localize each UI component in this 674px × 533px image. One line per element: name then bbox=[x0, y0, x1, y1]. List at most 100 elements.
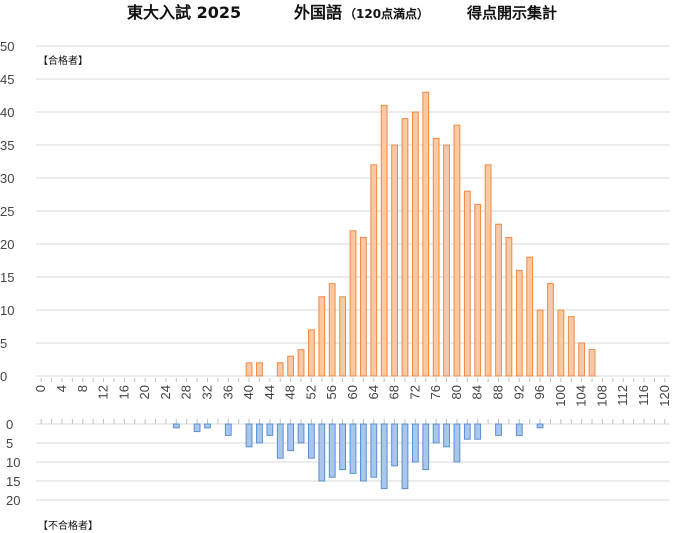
bar-fail-32 bbox=[204, 423, 211, 429]
x-tick-label: 112 bbox=[615, 385, 630, 406]
bar-fail-46 bbox=[276, 423, 284, 459]
fail-plot: 0 5 10 15 20 bbox=[6, 417, 670, 508]
x-tick-label: 48 bbox=[283, 385, 298, 399]
x-tick-label: 104 bbox=[574, 385, 589, 407]
bar-pass-40 bbox=[245, 362, 253, 377]
x-tick-label: 108 bbox=[594, 385, 609, 407]
y-tick-label-pass: 20 bbox=[0, 237, 14, 252]
bar-pass-84 bbox=[474, 203, 482, 377]
y-tick-label-pass: 45 bbox=[0, 72, 14, 87]
y-tick-label-pass: 35 bbox=[0, 138, 14, 153]
bar-pass-100 bbox=[557, 309, 565, 377]
bar-pass-72 bbox=[411, 111, 419, 377]
bar-pass-76 bbox=[432, 137, 440, 377]
bar-pass-60 bbox=[349, 230, 357, 377]
x-tick-label: 4 bbox=[54, 385, 69, 392]
bar-pass-88 bbox=[495, 223, 502, 377]
bar-pass-74 bbox=[422, 91, 430, 377]
y-tick-label-pass: 5 bbox=[0, 336, 7, 351]
x-tick-label: 8 bbox=[75, 385, 90, 392]
x-tick-label: 116 bbox=[636, 385, 651, 406]
bar-pass-48 bbox=[287, 355, 295, 377]
bar-pass-70 bbox=[401, 118, 409, 377]
x-tick-label: 92 bbox=[511, 385, 526, 399]
bar-fail-36 bbox=[224, 423, 232, 436]
bar-fail-56 bbox=[328, 423, 336, 478]
x-tick-label: 16 bbox=[116, 385, 131, 399]
bar-pass-62 bbox=[359, 236, 367, 377]
bar-pass-46 bbox=[276, 362, 284, 377]
bar-fail-66 bbox=[380, 423, 388, 490]
x-tick-label: 24 bbox=[158, 385, 173, 399]
bar-fail-74 bbox=[422, 423, 430, 471]
x-tick-label: 84 bbox=[470, 385, 485, 399]
bar-fail-76 bbox=[432, 423, 440, 444]
y-tick-label-pass: 30 bbox=[0, 171, 14, 186]
y-tick-label-fail: 10 bbox=[6, 455, 20, 470]
x-tick-label: 12 bbox=[96, 385, 111, 399]
bar-fail-88 bbox=[495, 423, 502, 436]
bar-pass-80 bbox=[453, 124, 461, 377]
bar-fail-62 bbox=[359, 423, 367, 482]
bar-pass-42 bbox=[256, 362, 263, 377]
legend-pass: 【合格者】 bbox=[38, 54, 88, 67]
bar-fail-42 bbox=[256, 423, 263, 444]
bar-pass-102 bbox=[567, 316, 575, 377]
y-tick-label-fail: 20 bbox=[6, 493, 20, 508]
bar-fail-58 bbox=[339, 423, 347, 471]
bar-pass-52 bbox=[308, 329, 315, 377]
bar-pass-94 bbox=[526, 256, 534, 377]
bar-fail-52 bbox=[308, 423, 315, 459]
x-tick-label: 20 bbox=[137, 385, 152, 399]
x-tick-label: 80 bbox=[449, 385, 464, 399]
bar-pass-64 bbox=[370, 164, 378, 377]
y-tick-label-pass: 10 bbox=[0, 303, 14, 318]
x-tick-label: 44 bbox=[262, 385, 277, 399]
bar-pass-106 bbox=[588, 349, 596, 377]
bar-fail-50 bbox=[297, 423, 305, 444]
x-tick-label: 52 bbox=[303, 385, 318, 399]
title-subject: 外国語 bbox=[293, 3, 342, 22]
bar-fail-26 bbox=[172, 423, 180, 429]
x-tick-label: 96 bbox=[532, 385, 547, 399]
x-tick-label: 28 bbox=[179, 385, 194, 399]
bar-pass-50 bbox=[297, 349, 305, 377]
bar-pass-82 bbox=[463, 190, 471, 377]
bar-pass-98 bbox=[547, 283, 554, 377]
x-tick-label: 32 bbox=[199, 385, 214, 399]
bar-pass-54 bbox=[318, 296, 326, 377]
chart-title: 東大入試 2025 外国語 （120点満点） 得点開示集計 bbox=[127, 3, 557, 22]
bar-fail-80 bbox=[453, 423, 461, 463]
bar-pass-96 bbox=[536, 309, 544, 377]
y-tick-label-pass: 40 bbox=[0, 105, 14, 120]
x-tick-label: 72 bbox=[407, 385, 422, 399]
bar-fail-68 bbox=[391, 423, 398, 467]
x-tick-label: 0 bbox=[33, 385, 48, 392]
bar-fail-78 bbox=[443, 423, 450, 448]
x-tick-label: 76 bbox=[428, 385, 443, 399]
title-main: 東大入試 2025 bbox=[127, 3, 241, 22]
bar-fail-82 bbox=[463, 423, 471, 440]
bar-pass-90 bbox=[505, 236, 513, 377]
bar-fail-96 bbox=[536, 423, 544, 429]
bar-fail-40 bbox=[245, 423, 253, 448]
bar-fail-44 bbox=[266, 423, 274, 436]
y-tick-label-fail: 15 bbox=[6, 474, 20, 489]
y-tick-label-fail: 5 bbox=[6, 436, 13, 451]
bar-pass-86 bbox=[484, 164, 492, 377]
bar-pass-58 bbox=[339, 296, 347, 377]
x-tick-label: 56 bbox=[324, 385, 339, 399]
bar-pass-66 bbox=[380, 104, 388, 377]
bar-pass-56 bbox=[328, 283, 336, 377]
y-tick-label-pass: 15 bbox=[0, 270, 14, 285]
y-tick-label-pass: 0 bbox=[0, 369, 7, 384]
x-tick-label: 36 bbox=[220, 385, 235, 399]
bar-fail-84 bbox=[474, 423, 482, 440]
y-tick-label-pass: 50 bbox=[0, 39, 14, 54]
bar-fail-72 bbox=[411, 423, 419, 463]
x-tick-label: 64 bbox=[366, 385, 381, 399]
y-tick-label-fail: 0 bbox=[6, 417, 13, 432]
bar-fail-48 bbox=[287, 423, 295, 452]
